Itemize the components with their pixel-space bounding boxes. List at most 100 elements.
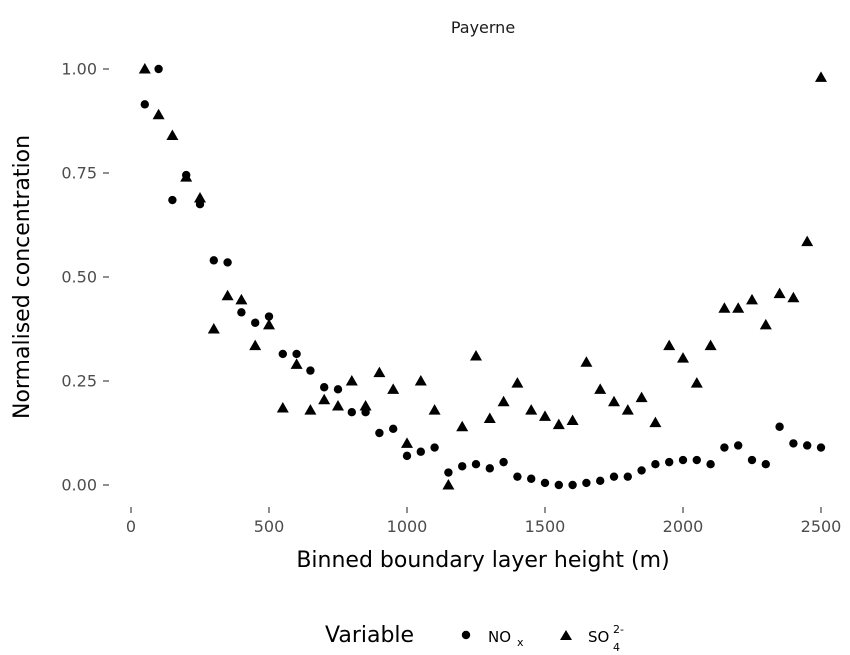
nox-point xyxy=(485,464,494,473)
nox-point xyxy=(154,64,163,74)
y-axis-title: Normalised concentration xyxy=(10,135,35,419)
nox-point xyxy=(582,478,591,488)
nox-point xyxy=(720,443,729,452)
so4-point xyxy=(332,399,344,411)
so4-point xyxy=(152,108,165,120)
nox-point xyxy=(775,422,784,431)
nox-point xyxy=(320,383,329,392)
x-tick-label: 0 xyxy=(126,517,136,536)
nox-point xyxy=(678,455,688,465)
nox-point xyxy=(554,480,563,490)
so4-point xyxy=(621,404,634,415)
nox-point xyxy=(596,476,605,486)
nox-point xyxy=(292,349,301,359)
so4-point xyxy=(635,391,648,403)
so4-point xyxy=(663,339,676,351)
so4-point xyxy=(138,63,151,74)
so4-point xyxy=(428,404,441,415)
so4-point xyxy=(525,404,538,415)
y-tick-label: 1.00 xyxy=(61,60,97,79)
chart-title: Payerne xyxy=(451,18,515,37)
nox-point xyxy=(430,443,439,452)
legend-marker-triangle xyxy=(560,630,572,640)
so4-point xyxy=(235,293,248,305)
legend-title: Variable xyxy=(325,623,414,648)
legend: Variable NO x SO 2- 4 xyxy=(325,623,624,654)
so4-point xyxy=(401,437,413,448)
nox-point xyxy=(692,455,701,465)
so4-point xyxy=(180,171,193,182)
so4-point xyxy=(456,420,469,432)
nox-point xyxy=(637,466,646,475)
so4-point xyxy=(263,318,275,330)
nox-point xyxy=(444,468,453,477)
y-tick-label: 0.75 xyxy=(61,164,97,183)
nox-point xyxy=(168,195,177,205)
nox-point xyxy=(651,460,660,469)
x-tick-label: 2500 xyxy=(801,517,842,536)
nox-point xyxy=(333,385,343,394)
nox-point xyxy=(803,441,812,450)
so4-point xyxy=(649,416,662,428)
nox-point xyxy=(471,460,481,469)
so4-point xyxy=(470,350,482,361)
plot-points xyxy=(138,63,827,490)
nox-point xyxy=(706,460,715,469)
so4-point xyxy=(166,129,179,141)
so4-point xyxy=(608,395,620,407)
nox-point xyxy=(458,462,467,471)
x-tick-label: 1500 xyxy=(525,517,566,536)
so4-point xyxy=(718,302,731,313)
so4-point xyxy=(304,404,317,415)
nox-point xyxy=(665,457,674,467)
y-axis: 0.00 0.25 0.50 0.75 1.00 xyxy=(61,60,109,495)
so4-point xyxy=(815,71,827,82)
so4-point xyxy=(787,291,800,303)
so4-point xyxy=(387,383,400,394)
nox-point xyxy=(140,100,149,109)
y-tick-label: 0.00 xyxy=(61,476,97,495)
legend-label-so4: SO xyxy=(588,628,609,646)
so4-point xyxy=(801,235,814,247)
so4-point xyxy=(359,399,372,411)
legend-label-nox-sub: x xyxy=(517,636,524,649)
nox-point xyxy=(816,443,826,452)
nox-point xyxy=(623,472,632,481)
so4-point xyxy=(704,339,717,351)
so4-point xyxy=(290,358,303,369)
so4-point xyxy=(414,375,427,386)
so4-point xyxy=(276,402,289,413)
so4-point xyxy=(677,352,689,363)
so4-point xyxy=(690,377,703,388)
so4-point xyxy=(566,414,579,426)
so4-point xyxy=(746,293,758,305)
y-tick-label: 0.25 xyxy=(61,372,97,391)
legend-marker-circle xyxy=(461,630,471,640)
nox-point xyxy=(761,460,770,469)
legend-label-so4-sub: 4 xyxy=(613,641,620,654)
x-axis: 0 500 1000 1500 2000 2500 xyxy=(126,507,841,536)
nox-point xyxy=(540,478,550,488)
nox-point xyxy=(251,318,260,327)
so4-point xyxy=(552,418,565,430)
so4-point xyxy=(318,393,331,405)
nox-point xyxy=(264,312,274,321)
nox-point xyxy=(347,408,356,417)
nox-point xyxy=(306,366,315,375)
so4-point xyxy=(194,191,206,203)
legend-label-so4-sup: 2- xyxy=(613,623,624,636)
so4-point xyxy=(759,318,772,330)
so4-point xyxy=(511,377,524,388)
nox-point xyxy=(527,474,536,483)
so4-point xyxy=(773,287,786,299)
x-tick-label: 1000 xyxy=(387,517,428,536)
x-tick-label: 2000 xyxy=(663,517,704,536)
so4-point xyxy=(483,412,496,423)
so4-point xyxy=(594,383,607,394)
so4-point xyxy=(249,339,262,351)
so4-point xyxy=(345,375,358,386)
x-tick-label: 500 xyxy=(254,517,285,536)
nox-point xyxy=(278,349,287,359)
so4-point xyxy=(442,479,455,490)
nox-point xyxy=(389,424,398,434)
